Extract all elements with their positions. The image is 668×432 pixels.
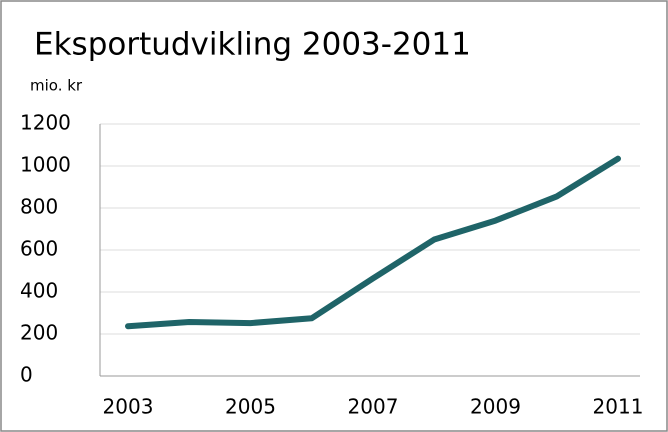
x-tick-label: 2011 [593,395,644,419]
x-tick-label: 2007 [348,395,399,419]
y-axis-label: mio. kr [30,77,83,95]
data-line [125,155,621,330]
y-tick-label: 1000 [20,153,71,177]
y-tick-label: 600 [20,237,58,261]
y-tick-label: 200 [20,321,58,345]
y-tick-label: 800 [20,195,58,219]
x-tick-label: 2005 [225,395,276,419]
y-tick-label: 1200 [20,111,71,135]
y-tick-label: 400 [20,279,58,303]
x-tick-label: 2003 [103,395,154,419]
x-tick-label: 2009 [470,395,521,419]
y-tick-label: 0 [20,363,33,387]
chart-title: Eksportudvikling 2003-2011 [34,27,471,63]
